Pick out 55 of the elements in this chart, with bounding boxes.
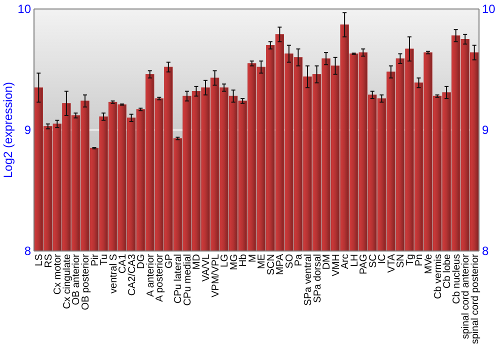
y2-tick-label: 9: [482, 123, 489, 138]
x-tick-label: SPa ventral: [302, 254, 314, 306]
y-tick-label: 9: [24, 123, 32, 138]
x-tick-label: LG: [220, 254, 231, 268]
x-tick-label: GP: [164, 254, 175, 268]
x-tick-label: Cb lobe: [442, 254, 454, 288]
x-tick-label: VPM/VPL: [210, 254, 222, 298]
x-tick-label: SPa dorsal: [312, 254, 324, 303]
x-tick-label: MG: [228, 254, 240, 270]
x-tick-label: Cx cingulate: [62, 254, 73, 310]
y-tick-label: 10: [18, 2, 32, 16]
x-tick-label: CPu lateral: [173, 254, 184, 304]
x-tick-label: IC: [377, 254, 388, 264]
x-tick-label: MPA: [275, 254, 286, 275]
x-tick-label: A posterior: [154, 253, 166, 302]
x-tick-label: OB posterior: [80, 253, 92, 310]
x-tick-label: VTA: [386, 254, 398, 273]
x-tick-label: DG: [136, 254, 148, 269]
x-tick-label: CPu medial: [182, 254, 194, 306]
x-tick-label: A anterior: [145, 253, 156, 297]
x-tick-label: SC: [368, 254, 379, 268]
x-tick-label: Cb nucleus: [451, 254, 462, 304]
x-tick-label: VMH: [330, 254, 342, 276]
y-tick-label: 8: [24, 244, 32, 258]
x-tick-label: Pa: [294, 254, 305, 266]
x-tick-label: M: [247, 254, 258, 262]
x-tick-label: MD: [192, 254, 203, 270]
x-tick-label: LS: [34, 254, 46, 266]
y-axis-title: Log2 (expression): [1, 82, 15, 178]
x-tick-label: Cx motor: [52, 253, 64, 295]
x-tick-label: Tg: [404, 254, 416, 266]
x-tick-label: DM: [322, 254, 333, 270]
x-tick-label: Pn: [414, 254, 426, 266]
x-tick-label: Tu: [99, 254, 110, 266]
x-tick-label: Arc: [340, 254, 352, 269]
x-tick-label: ventral S: [108, 254, 120, 294]
x-tick-label: spinal cord posterior: [470, 253, 481, 344]
x-tick-label: OB anterior: [71, 253, 82, 306]
x-tick-label: CA2/CA3: [126, 254, 138, 296]
x-tick-label: spinal cord anterior: [460, 253, 472, 340]
x-tick-label: SCN: [266, 254, 277, 276]
x-tick-label: Pir: [90, 253, 101, 266]
x-tick-label: CA1: [118, 254, 129, 274]
x-tick-label: PAG: [358, 254, 370, 274]
y2-tick-label: 10: [482, 2, 496, 16]
x-tick-label: Cb vermis: [432, 254, 444, 300]
x-tick-label: SO: [284, 254, 296, 268]
x-tick-label: ME: [256, 254, 268, 269]
x-tick-label: SN: [396, 254, 407, 268]
x-tick-label: RS: [43, 254, 54, 268]
x-tick-label: LH: [349, 254, 360, 267]
x-tick-label: VA/VL: [201, 254, 212, 282]
x-tick-label: Hb: [238, 254, 250, 267]
x-tick-label: MVe: [424, 254, 435, 274]
y2-tick-label: 8: [482, 244, 489, 258]
